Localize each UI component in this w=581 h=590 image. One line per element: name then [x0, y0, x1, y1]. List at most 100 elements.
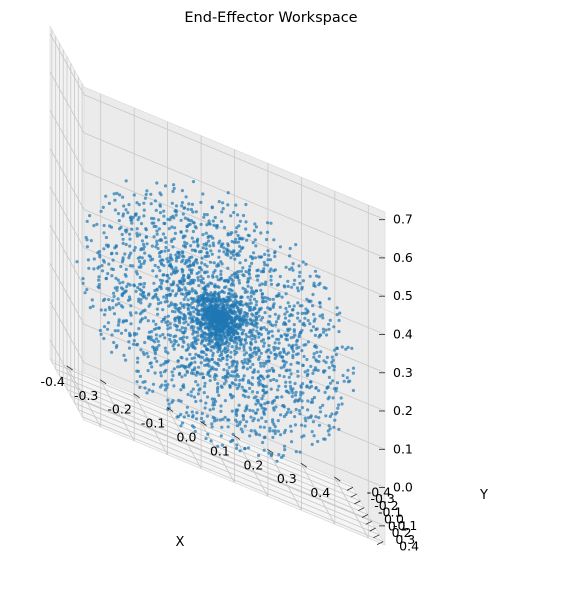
scatter-point [226, 191, 230, 195]
scatter-point [272, 408, 276, 412]
scatter-point [85, 238, 89, 242]
scatter-point [112, 340, 116, 345]
scatter-point [128, 232, 132, 236]
scatter-point [211, 274, 215, 278]
scatter-point [282, 444, 287, 448]
scatter-point [259, 364, 263, 368]
scatter-point [306, 368, 310, 373]
scatter-point [162, 295, 166, 299]
scatter-point [210, 205, 214, 209]
scatter-point [226, 344, 230, 348]
scatter-point [159, 285, 163, 289]
scatter-point [166, 248, 171, 252]
scatter-point [135, 343, 139, 347]
scatter-point [293, 423, 298, 427]
scatter-point [140, 317, 144, 321]
scatter-point [203, 255, 207, 259]
scatter-point [242, 343, 246, 347]
scatter-point [272, 422, 276, 426]
scatter-point [333, 348, 337, 352]
scatter-point [321, 327, 325, 331]
scatter-point [260, 397, 264, 401]
scatter-point [254, 225, 258, 229]
scatter-point [221, 303, 225, 307]
y-tick-mark [373, 534, 380, 539]
scatter-point [195, 307, 199, 312]
scatter-point [115, 251, 119, 255]
scatter-point [166, 333, 170, 337]
scatter-point [284, 380, 288, 384]
scatter-point [153, 371, 157, 375]
scatter-point [337, 318, 341, 322]
scatter-point [121, 237, 125, 241]
scatter-point [190, 248, 194, 252]
scatter-point [289, 410, 293, 414]
scatter-point [298, 412, 302, 416]
scatter-point [116, 297, 120, 301]
scatter-point [107, 201, 111, 205]
scatter-point [280, 295, 284, 299]
scatter-point [293, 415, 297, 419]
scatter-point [139, 292, 143, 296]
scatter-point [291, 356, 295, 360]
scatter-point [153, 356, 157, 360]
scatter-point [284, 334, 289, 338]
x-tick-label: 0.0 [177, 430, 197, 445]
scatter-point [216, 350, 220, 354]
scatter-point [222, 382, 226, 386]
scatter-point [266, 331, 270, 335]
scatter-point [227, 307, 231, 311]
scatter-point [336, 406, 340, 410]
scatter-point [255, 329, 259, 333]
scatter-point [175, 415, 179, 419]
grid-line-z-right [83, 400, 386, 527]
scatter-point [192, 310, 196, 314]
scatter-point [111, 258, 115, 262]
scatter-point [191, 210, 195, 214]
scatter-point [122, 353, 126, 357]
scatter-point [262, 377, 266, 381]
scatter-point [305, 297, 309, 301]
scatter-point [253, 336, 257, 341]
scatter-point [241, 378, 245, 382]
scatter-point [298, 270, 302, 274]
scatter-point [113, 286, 117, 290]
scatter-point [138, 320, 142, 324]
scatter-point [226, 348, 230, 352]
scatter-point [178, 306, 182, 310]
scatter-point [197, 284, 201, 288]
scatter-point [177, 310, 181, 314]
scatter-point [207, 219, 211, 223]
scatter-point [271, 297, 275, 301]
scatter-point [332, 368, 336, 372]
scatter-point [238, 311, 242, 315]
scatter-point [135, 232, 139, 236]
scatter-point [282, 322, 286, 326]
scatter-point [305, 357, 309, 362]
scatter-point [85, 219, 89, 223]
scatter-point [152, 346, 156, 350]
scatter-point [132, 284, 136, 288]
scatter-point [346, 345, 350, 349]
scatter-point [257, 453, 261, 458]
scatter-point [249, 294, 253, 299]
scatter-point [244, 227, 248, 231]
scatter-point [197, 365, 201, 369]
scatter-point [245, 367, 249, 371]
scatter-point [124, 267, 128, 271]
grid-line-z-left [49, 186, 85, 248]
scatter-point [152, 327, 156, 331]
scatter-point [237, 335, 241, 339]
scatter-point [106, 272, 110, 276]
scatter-point [264, 280, 268, 284]
scatter-point [176, 343, 180, 347]
scatter-point [301, 391, 305, 395]
scatter-point [156, 312, 160, 316]
scatter-point [240, 385, 244, 389]
scatter-point [290, 266, 294, 270]
scatter-point [192, 221, 196, 225]
scatter-point [255, 390, 259, 395]
scatter-point [173, 338, 177, 343]
scatter-point [314, 386, 318, 390]
scatter-point [235, 443, 239, 447]
